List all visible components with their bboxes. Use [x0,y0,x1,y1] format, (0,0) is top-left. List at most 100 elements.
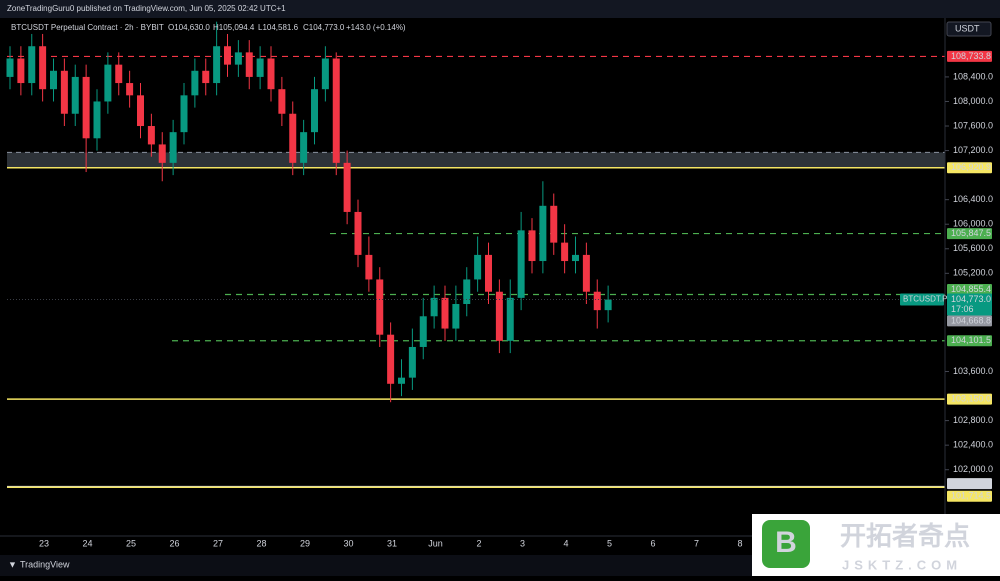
candle-body [104,64,112,102]
watermark-name: 开拓者奇点 [840,521,970,551]
candle-body [224,46,231,65]
candle-body [289,113,297,163]
x-tick-label: 7 [694,538,699,548]
level-label: 101,725.0 [951,478,991,488]
level-label-box [947,478,992,490]
candle-body [343,162,351,212]
candle-body [550,205,558,243]
candle-body [561,242,569,262]
ohlc-value: C104,773.0 [303,23,345,32]
candle-body [267,58,275,90]
axis-labels: 108,400.0 108,000.0 107,600.0 107,200.0 106,… [39,51,993,549]
candle-body [245,52,253,77]
level-label: 104,101.5 [951,335,991,345]
x-tick-label: 26 [169,538,179,548]
level-label-box [947,162,992,174]
candle-body [213,46,221,84]
x-tick-label: 24 [82,538,92,548]
level-label: 106,920.9 [951,162,991,172]
top-bar [0,0,1000,18]
x-tick-label: 25 [126,538,136,548]
level-label: 104,855.4 [951,284,991,294]
candle-body [234,52,242,65]
candle-body [202,70,210,84]
candle-body [169,132,177,163]
candle-body [430,297,438,317]
candle-body [365,254,373,280]
ohlc-legend: O104,630.0 H105,094.4 L104,581.6 C104,773.0… [168,23,406,32]
candle-body [495,291,503,341]
symbol-tag-box [900,293,944,306]
candle-body [158,144,166,163]
candle-body [311,89,318,133]
ohlc-value: L104,581.6 [258,23,299,32]
candle-body [506,297,514,341]
last-price-box [947,293,992,316]
x-tick-label: 4 [563,538,568,548]
level-label: 104,668.8 [951,315,991,325]
ohlc-value: O104,630.0 [168,23,210,32]
watermark-url: JSKTZ.COM [842,557,962,572]
level-label: 105,847.5 [951,228,991,238]
candle-body [321,58,329,90]
y-tick-label: 102,000.0 [953,464,993,474]
x-tick-label: 23 [39,538,49,548]
symbol-tag: BTCUSDT.P [903,295,947,304]
currency[interactable]: USDT [955,23,980,33]
level-label: 101,714.5 [951,491,991,501]
publisher: ZoneTradingGuru0 published on TradingVie… [7,4,286,13]
candle-body [398,377,405,384]
x-tick-label: 31 [387,538,397,548]
y-tick-label: 106,400.0 [953,194,993,204]
candle-body [137,95,144,127]
candle-body [452,304,460,329]
candle-body [517,230,525,298]
plot [6,21,945,488]
y-tick-label: 108,000.0 [953,96,993,106]
candle-body [485,254,492,292]
zone [7,152,945,168]
level-label-box [947,490,992,502]
x-tick-label: 5 [607,538,612,548]
level-label-box [947,50,992,62]
candle-body [17,58,25,84]
candle-body [28,46,36,84]
candle-body [180,95,188,133]
candle-body [191,70,199,96]
y-tick-label: 106,000.0 [953,219,993,229]
level-label-box [947,315,992,327]
x-tick-label: 28 [256,538,266,548]
candle-body [332,58,340,163]
level-label-box [947,335,992,347]
candle-body [539,205,547,262]
y-tick-label: 103,600.0 [953,366,993,376]
logo-mark: ▼ [8,559,17,569]
candle-body [593,291,601,311]
x-tick-label: 6 [650,538,655,548]
currency-button[interactable] [946,21,992,37]
y-tick-label: 107,200.0 [953,145,993,155]
logo: TradingView [20,559,70,569]
candle-body [300,132,308,163]
y-tick-label: 105,600.0 [953,243,993,253]
level-label: 108,733.8 [951,51,991,61]
candle-body [115,64,123,84]
x-tick-label: 2 [476,538,481,548]
candle-body [463,279,471,305]
candle-body [528,230,536,262]
candle-body [387,334,395,384]
watermark-icon [762,520,810,568]
candle-body [82,76,90,139]
y-tick-label: 105,200.0 [953,268,993,278]
candle-body [582,254,590,292]
bottom-bar [0,555,1000,576]
price-axis [945,18,1000,536]
y-tick-label: 102,400.0 [953,440,993,450]
candle-body [39,46,47,90]
candle-body [441,297,449,329]
candle-body [278,89,286,114]
candle-body [93,101,101,139]
